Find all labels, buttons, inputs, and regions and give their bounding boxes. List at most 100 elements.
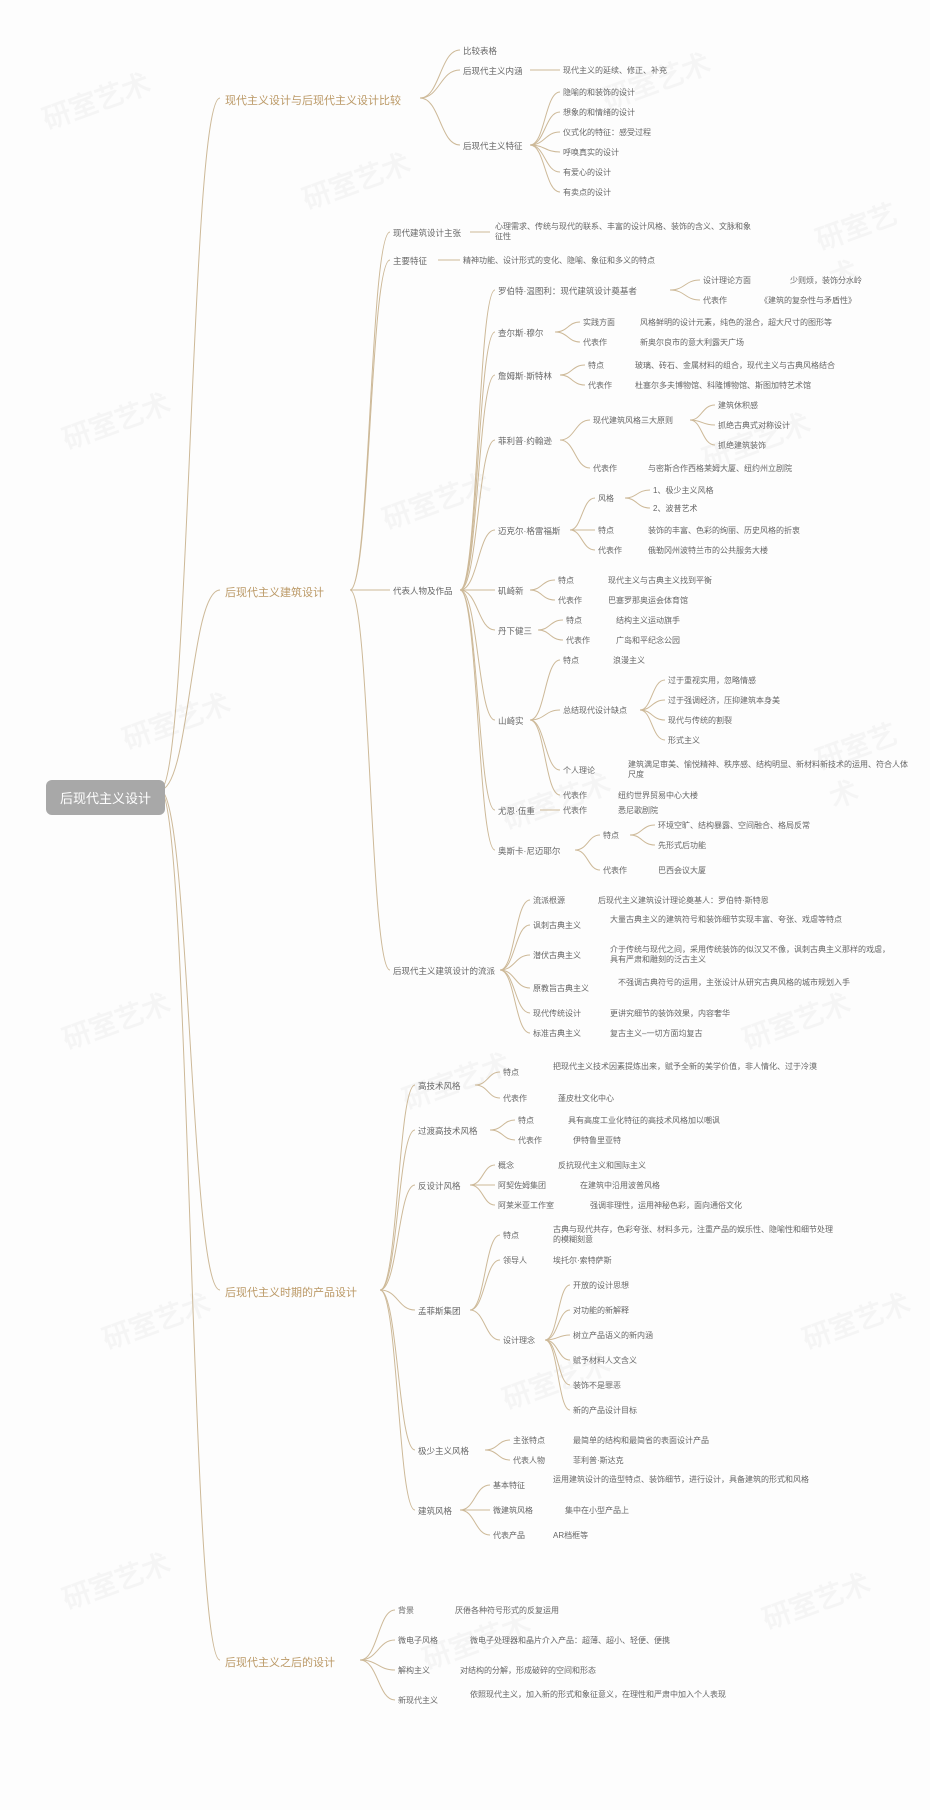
b2-p8-si1: 过于强调经济，压抑建筑本身美 bbox=[668, 695, 780, 706]
b2-p2: 查尔斯·穆尔 bbox=[498, 327, 543, 339]
b2-p5-k1: 代表作 bbox=[598, 545, 622, 556]
b3-s6-mv: 集中在小型产品上 bbox=[565, 1505, 629, 1516]
watermark: 研室艺术 bbox=[377, 462, 496, 538]
b3-s4-i4: 装饰不是罪恶 bbox=[573, 1380, 621, 1391]
watermark: 研室艺术 bbox=[117, 682, 236, 758]
b2-p2-k1: 代表作 bbox=[583, 337, 607, 348]
watermark: 研室艺术 bbox=[297, 142, 416, 218]
b3-s6-mk: 微建筑风格 bbox=[493, 1505, 533, 1516]
b3-s5-k0: 主张特点 bbox=[513, 1435, 545, 1446]
b2-p2-v1: 新奥尔良市的意大利露天广场 bbox=[640, 337, 744, 348]
b2-p1-k1: 代表作 bbox=[703, 295, 727, 306]
b2-p8-tv: 建筑满足审美、愉悦精神、秩序感、结构明显、新材料新技术的运用、符合人体尺度 bbox=[628, 760, 908, 781]
b2-p5-k0: 特点 bbox=[598, 525, 614, 536]
watermark: 研室艺术 bbox=[757, 1562, 876, 1638]
b2-p1-k0: 设计理论方面 bbox=[703, 275, 751, 286]
b2-p5-si0: 1、极少主义风格 bbox=[653, 485, 713, 496]
b3-s2-k1: 代表作 bbox=[518, 1135, 542, 1146]
b2-p5-v1: 俄勒冈州波特兰市的公共服务大楼 bbox=[648, 545, 768, 556]
b2-p3-k1: 代表作 bbox=[588, 380, 612, 391]
b2-c4-s4v: 复古主义–一切方面均复古 bbox=[610, 1028, 702, 1039]
b2-p8-si0: 过于重视实用，忽略情感 bbox=[668, 675, 756, 686]
b2-p3-v1: 杜塞尔多夫博物馆、科隆博物馆、斯图加特艺术馆 bbox=[635, 380, 811, 391]
b3-s3-k0: 概念 bbox=[498, 1160, 514, 1171]
b3-s6-fk: 基本特征 bbox=[493, 1480, 525, 1491]
b2-c4: 后现代主义建筑设计的流派 bbox=[393, 965, 495, 977]
b2-p8-sk: 总结现代设计缺点 bbox=[563, 705, 627, 716]
b3-s4-i0: 开放的设计思想 bbox=[573, 1280, 629, 1291]
b2-c4-s0k: 讽刺古典主义 bbox=[533, 920, 581, 931]
b3-s3-k1: 阿契佐姆集团 bbox=[498, 1180, 546, 1191]
b2-p1-v0: 少则烦，装饰分水岭 bbox=[790, 275, 862, 286]
b3-s5-k1: 代表人物 bbox=[513, 1455, 545, 1466]
b2-p4-gi1: 抓绝古典式对称设计 bbox=[718, 420, 790, 431]
b4-k1: 微电子风格 bbox=[398, 1635, 438, 1646]
watermark: 研室艺术 bbox=[57, 382, 176, 458]
b4-v1: 微电子处理器和晶片介入产品：超薄、超小、轻便、便携 bbox=[470, 1635, 670, 1646]
b2-c2: 主要特征 bbox=[393, 255, 427, 267]
b2-p8: 山崎实 bbox=[498, 715, 524, 727]
b2-p6-k0: 特点 bbox=[558, 575, 574, 586]
b2-p5: 迈克尔·格雷福斯 bbox=[498, 525, 560, 537]
b2-c3: 代表人物及作品 bbox=[393, 585, 453, 597]
b2-p4: 菲利普·约翰逊 bbox=[498, 435, 552, 447]
b3-s4-lk: 领导人 bbox=[503, 1255, 527, 1266]
b4-v3: 依照现代主义，加入新的形式和象征意义，在理性和严肃中加入个人表现 bbox=[470, 1690, 726, 1700]
b2-p3: 詹姆斯·斯特林 bbox=[498, 370, 552, 382]
watermark: 研室艺术 bbox=[97, 1282, 216, 1358]
b3-s2-v0: 具有高度工业化特征的高技术风格加以嘲讽 bbox=[568, 1115, 720, 1126]
b2-p7-k1: 代表作 bbox=[566, 635, 590, 646]
b3-s6-rv: AR档框等 bbox=[553, 1530, 588, 1541]
b3-s3-k2: 阿莱米亚工作室 bbox=[498, 1200, 554, 1211]
b1-c3: 后现代主义特征 bbox=[463, 140, 523, 152]
b3-s2-k0: 特点 bbox=[518, 1115, 534, 1126]
b2-c4-s1v: 介于传统与现代之间，采用传统装饰的似汉又不像，讽刺古典主义那样的戏虐，具有严肃和… bbox=[610, 945, 890, 966]
branch-b1: 现代主义设计与后现代主义设计比较 bbox=[225, 92, 401, 108]
b2-c2-leaf: 精神功能、设计形式的变化、隐喻、象征和多义的特点 bbox=[463, 255, 655, 266]
watermark: 研室艺术 bbox=[797, 1282, 916, 1358]
b4-v0: 厌倦各种符号形式的反复运用 bbox=[455, 1605, 559, 1616]
b4-k0: 背景 bbox=[398, 1605, 414, 1616]
b3-s4-i1: 对功能的新解释 bbox=[573, 1305, 629, 1316]
b2-p6-v0: 现代主义与古典主义找到平衡 bbox=[608, 575, 712, 586]
b2-c4-sk: 流派根源 bbox=[533, 895, 565, 906]
b2-p8-si2: 现代与传统的割裂 bbox=[668, 715, 732, 726]
b4-v2: 对结构的分解，形成破碎的空间和形态 bbox=[460, 1665, 596, 1676]
b2-p10-rk: 代表作 bbox=[603, 865, 627, 876]
b3-s1-k1: 代表作 bbox=[503, 1093, 527, 1104]
b2-c4-s3k: 现代传统设计 bbox=[533, 1008, 581, 1019]
b3-s5: 极少主义风格 bbox=[418, 1445, 469, 1457]
b2-p7-v1: 广岛和平纪念公园 bbox=[616, 635, 680, 646]
b3-s3: 反设计风格 bbox=[418, 1180, 461, 1192]
b2-c4-s2v: 不强调古典符号的运用，主张设计从研究古典风格的城市规划入手 bbox=[618, 978, 850, 988]
b2-p1: 罗伯特·温图利：现代建筑设计奠基者 bbox=[498, 285, 637, 297]
b3-s5-v0: 最简单的结构和最简省的表面设计产品 bbox=[573, 1435, 709, 1446]
b3-s5-v1: 菲利普·斯达克 bbox=[573, 1455, 624, 1466]
b2-p2-v0: 风格鲜明的设计元素，纯色的混合，超大尺寸的图形等 bbox=[640, 317, 832, 328]
connectors bbox=[0, 0, 930, 1810]
b3-s4-ik: 设计理念 bbox=[503, 1335, 535, 1346]
branch-b3: 后现代主义时期的产品设计 bbox=[225, 1284, 357, 1300]
b2-p10-rv: 巴西会议大厦 bbox=[658, 865, 706, 876]
b1-c2: 后现代主义内涵 bbox=[463, 65, 523, 77]
b2-p5-sk: 风格 bbox=[598, 493, 614, 504]
b2-p8-si3: 形式主义 bbox=[668, 735, 700, 746]
watermark: 研室艺术 bbox=[737, 982, 856, 1058]
b2-p6-v1: 巴塞罗那奥运会体育馆 bbox=[608, 595, 688, 606]
b2-p7-v0: 结构主义运动旗手 bbox=[616, 615, 680, 626]
b2-p3-k0: 特点 bbox=[588, 360, 604, 371]
b2-p3-v0: 玻璃、砖石、金属材料的组合，现代主义与古典风格结合 bbox=[635, 360, 835, 371]
b2-p9-v0: 悉尼歌剧院 bbox=[618, 805, 658, 816]
b2-p10: 奥斯卡·尼迈耶尔 bbox=[498, 845, 560, 857]
b2-p9: 尤恩·伍重 bbox=[498, 805, 535, 817]
b1-c1: 比较表格 bbox=[463, 45, 497, 57]
b3-s4-i3: 赋予材料人文含义 bbox=[573, 1355, 637, 1366]
b1-c2-leaf: 现代主义的延续、修正、补充 bbox=[563, 65, 667, 76]
b3-s4-fv: 古典与现代共存，色彩夸张、材料多元，注重产品的娱乐性、隐喻性和细节处理的模糊刻意 bbox=[553, 1225, 833, 1246]
watermark: 研室艺术 bbox=[57, 982, 176, 1058]
b2-p5-si1: 2、波普艺术 bbox=[653, 503, 697, 514]
b2-p8-rk: 代表作 bbox=[563, 790, 587, 801]
b3-s1-v0: 把现代主义技术因素提炼出来，赋予全新的美学价值，非人情化、过于冷漠 bbox=[553, 1062, 817, 1072]
watermark: 研室艺术 bbox=[57, 1542, 176, 1618]
b3-s1: 高技术风格 bbox=[418, 1080, 461, 1092]
